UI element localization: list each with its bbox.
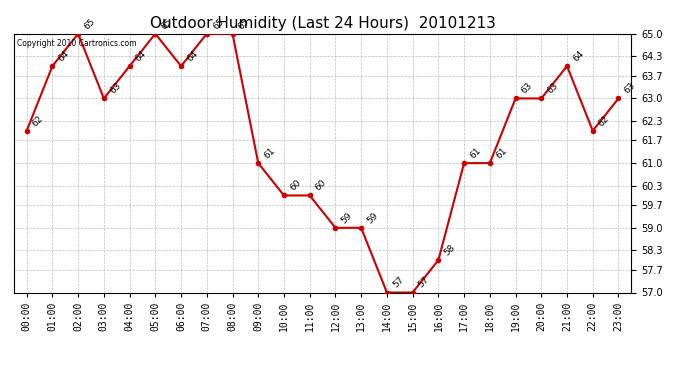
Text: 65: 65 (159, 16, 174, 31)
Text: 61: 61 (262, 146, 277, 160)
Text: 65: 65 (82, 16, 97, 31)
Text: 63: 63 (520, 81, 534, 96)
Text: 61: 61 (469, 146, 483, 160)
Text: 63: 63 (622, 81, 637, 96)
Text: 60: 60 (288, 178, 303, 193)
Text: 64: 64 (571, 49, 586, 63)
Text: 60: 60 (314, 178, 328, 193)
Text: 63: 63 (108, 81, 123, 96)
Text: 57: 57 (391, 275, 406, 290)
Text: 64: 64 (134, 49, 148, 63)
Text: 58: 58 (442, 243, 457, 257)
Text: 59: 59 (365, 210, 380, 225)
Text: Copyright 2010 Cartronics.com: Copyright 2010 Cartronics.com (17, 39, 137, 48)
Text: 59: 59 (339, 210, 354, 225)
Text: 63: 63 (546, 81, 560, 96)
Text: 61: 61 (494, 146, 509, 160)
Text: 62: 62 (597, 114, 611, 128)
Text: 65: 65 (237, 16, 251, 31)
Title: Outdoor Humidity (Last 24 Hours)  20101213: Outdoor Humidity (Last 24 Hours) 2010121… (150, 16, 495, 31)
Text: 65: 65 (211, 16, 226, 31)
Text: 57: 57 (417, 275, 431, 290)
Text: 64: 64 (57, 49, 71, 63)
Text: 64: 64 (185, 49, 199, 63)
Text: 62: 62 (31, 114, 46, 128)
